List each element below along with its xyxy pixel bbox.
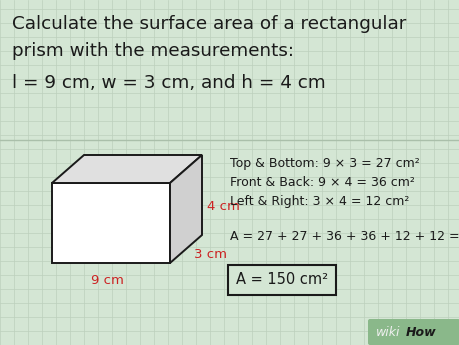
Text: Top & Bottom: 9 × 3 = 27 cm²: Top & Bottom: 9 × 3 = 27 cm²	[230, 157, 419, 170]
Text: 4 cm: 4 cm	[207, 200, 239, 214]
Text: A = 150 cm²: A = 150 cm²	[235, 273, 327, 287]
Polygon shape	[52, 183, 170, 263]
Text: 9 cm: 9 cm	[91, 275, 123, 287]
Text: prism with the measurements:: prism with the measurements:	[12, 42, 293, 60]
Text: 3 cm: 3 cm	[194, 248, 226, 262]
Text: A = 27 + 27 + 36 + 36 + 12 + 12 = 150: A = 27 + 27 + 36 + 36 + 12 + 12 = 150	[230, 230, 459, 243]
Polygon shape	[170, 155, 202, 263]
Text: Front & Back: 9 × 4 = 36 cm²: Front & Back: 9 × 4 = 36 cm²	[230, 176, 414, 189]
Text: Left & Right: 3 × 4 = 12 cm²: Left & Right: 3 × 4 = 12 cm²	[230, 195, 409, 208]
Polygon shape	[52, 155, 202, 183]
FancyBboxPatch shape	[228, 265, 335, 295]
Text: wiki: wiki	[375, 325, 400, 338]
Text: l = 9 cm, w = 3 cm, and h = 4 cm: l = 9 cm, w = 3 cm, and h = 4 cm	[12, 74, 325, 92]
Text: How: How	[405, 325, 436, 338]
FancyBboxPatch shape	[367, 319, 459, 345]
Text: Calculate the surface area of a rectangular: Calculate the surface area of a rectangu…	[12, 15, 405, 33]
